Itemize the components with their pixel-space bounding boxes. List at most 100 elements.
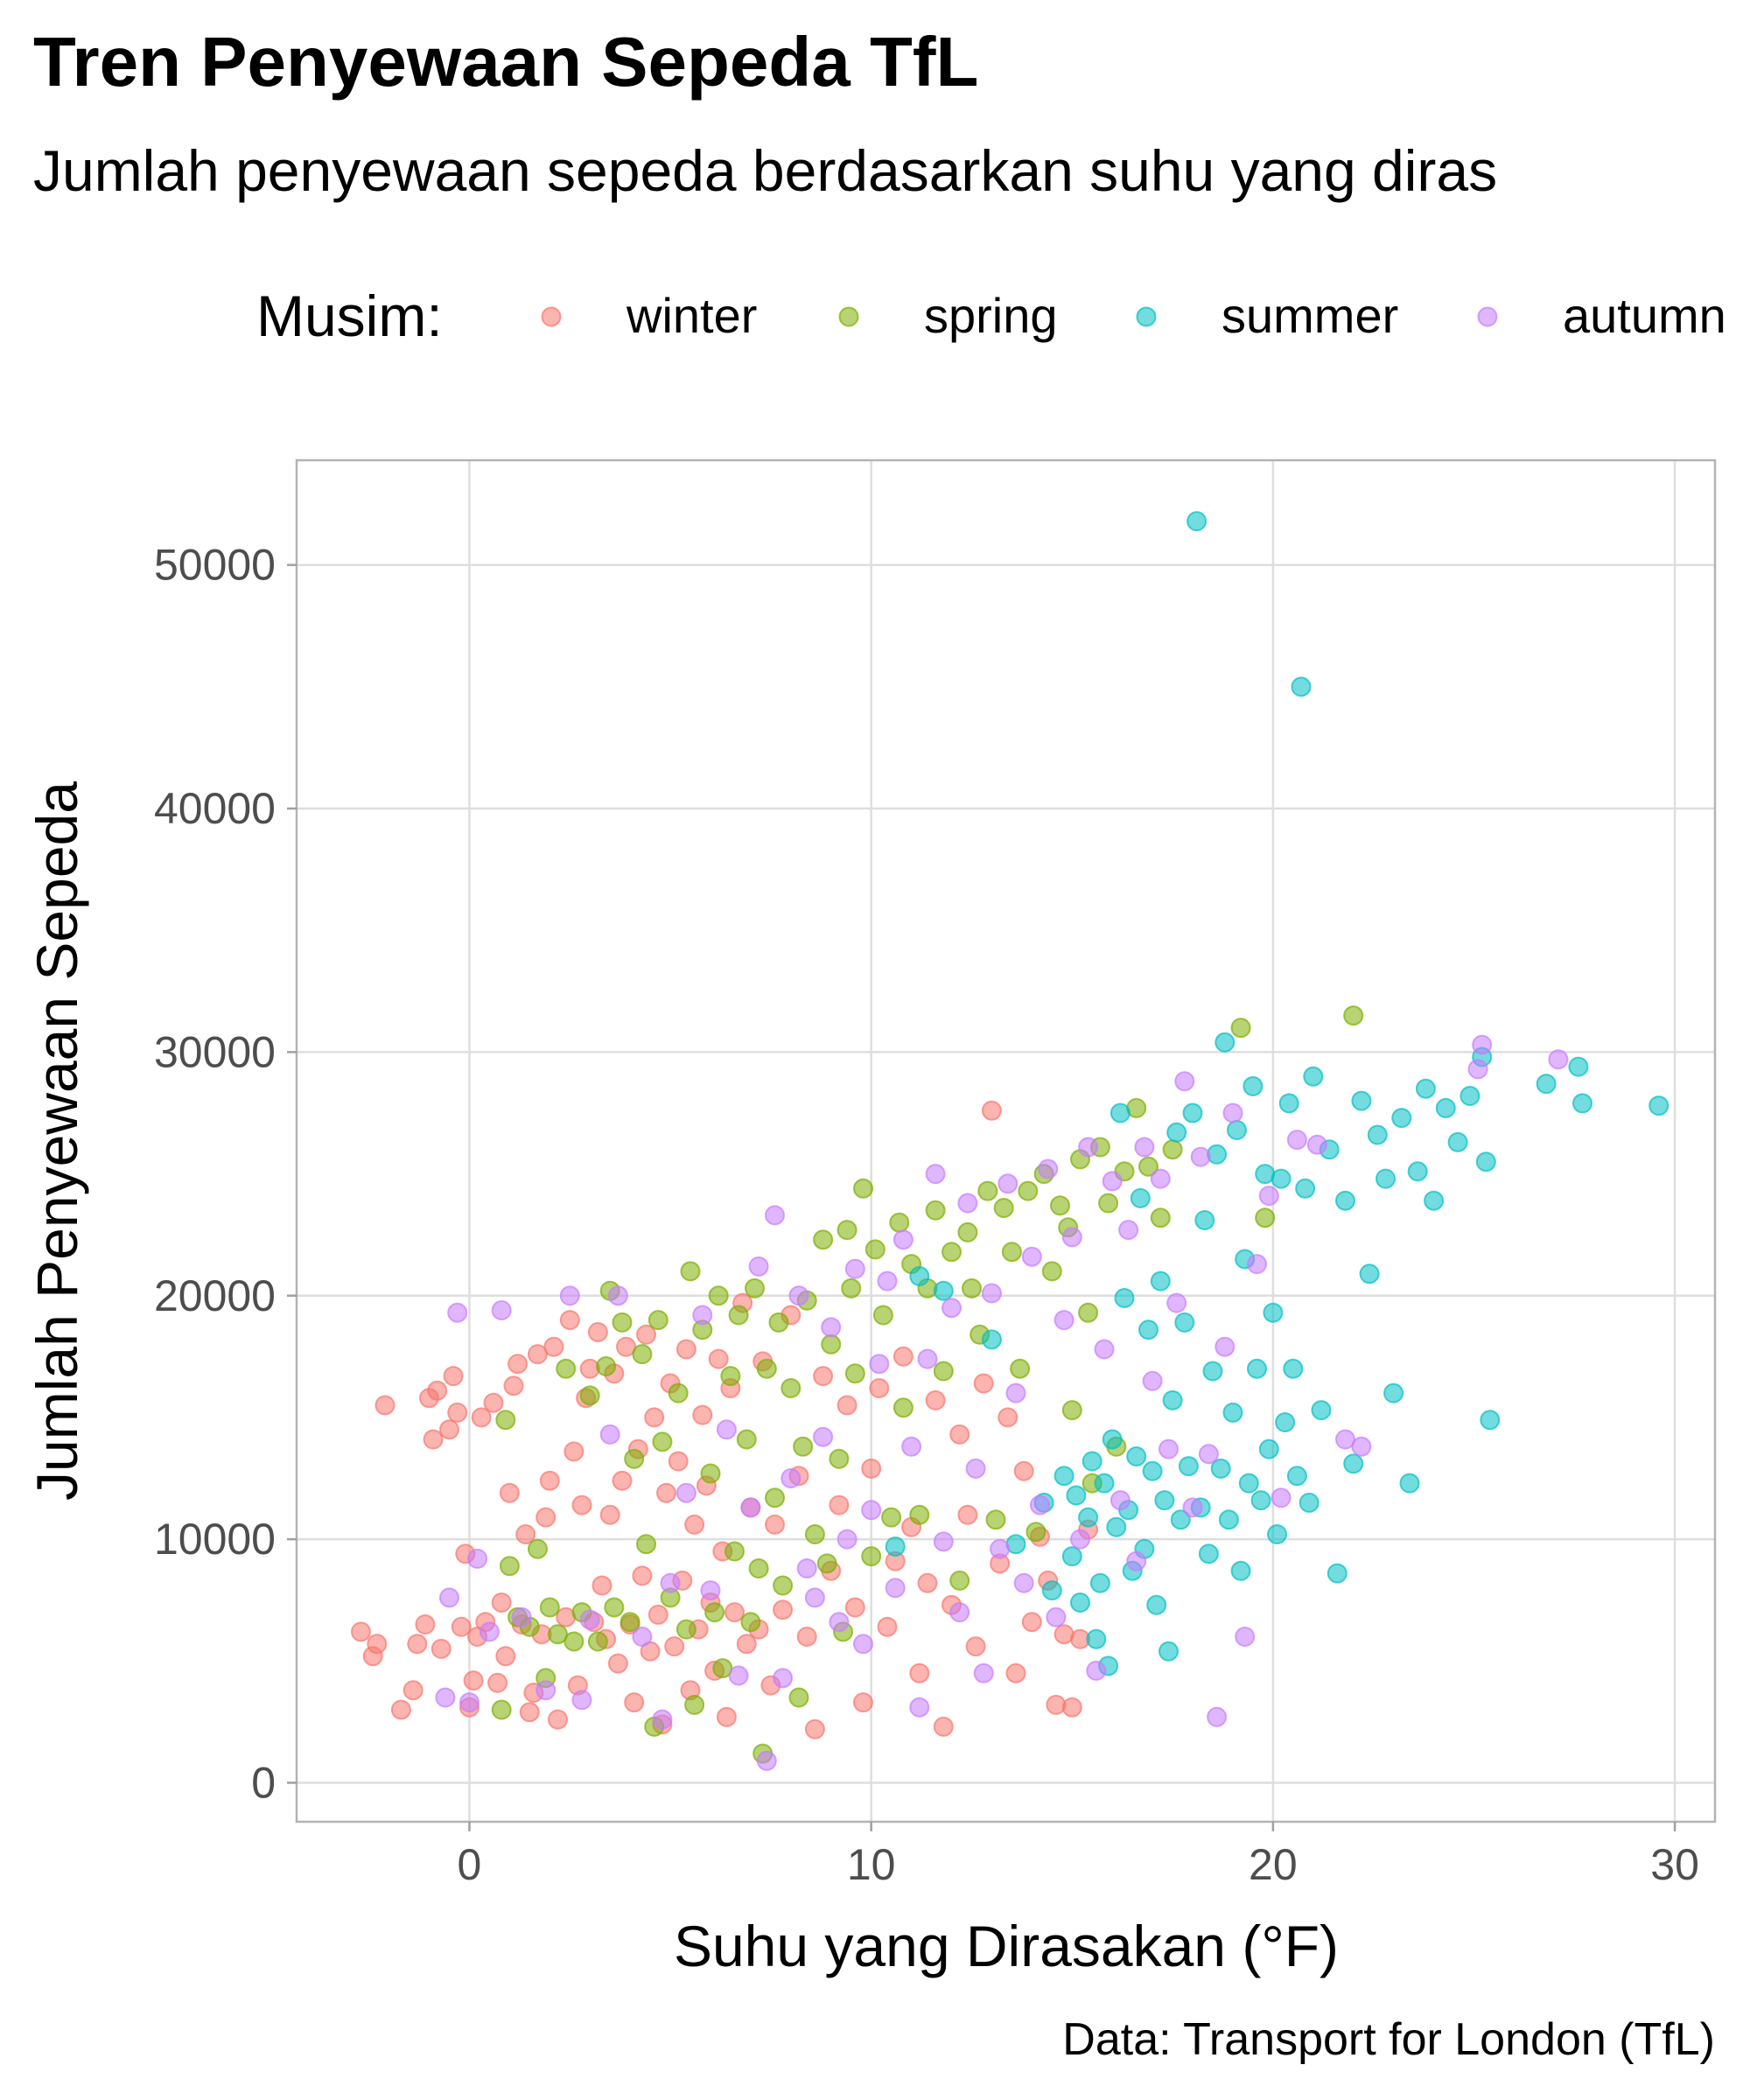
data-point-autumn: [990, 1538, 1011, 1559]
data-point-spring: [720, 1366, 741, 1387]
data-point-summer: [1110, 1102, 1130, 1124]
x-axis-ticks: 0 10 20 30: [458, 1822, 1699, 1889]
data-point-summer: [1238, 1473, 1259, 1494]
data-point-spring: [836, 1220, 858, 1241]
data-point-winter: [423, 1429, 444, 1450]
data-point-autumn: [804, 1587, 825, 1608]
data-point-summer: [1070, 1592, 1090, 1613]
data-point-summer: [1146, 1594, 1167, 1615]
data-point-summer: [1061, 1546, 1082, 1567]
data-point-summer: [1648, 1096, 1670, 1116]
data-point-summer: [1250, 1490, 1271, 1511]
data-point-autumn: [728, 1665, 749, 1686]
data-point-autumn: [459, 1692, 480, 1713]
data-point-autumn: [869, 1354, 890, 1375]
data-point-autumn: [796, 1558, 817, 1578]
data-point-winter: [607, 1653, 628, 1674]
data-point-autumn: [1235, 1627, 1256, 1647]
data-point-spring: [872, 1305, 893, 1326]
data-point-winter: [676, 1339, 696, 1360]
data-point-summer: [1326, 1563, 1348, 1584]
data-point-summer: [1263, 1302, 1284, 1323]
data-point-summer: [1126, 1446, 1147, 1466]
data-point-summer: [1078, 1507, 1099, 1528]
data-point-winter: [917, 1572, 938, 1593]
data-point-autumn: [571, 1690, 592, 1711]
data-point-summer: [1150, 1270, 1171, 1292]
data-point-winter: [508, 1354, 528, 1375]
data-point-winter: [548, 1709, 568, 1730]
data-point-summer: [1447, 1131, 1468, 1152]
data-point-summer: [1391, 1108, 1412, 1129]
data-point-autumn: [700, 1580, 721, 1601]
data-point-winter: [1005, 1662, 1026, 1684]
data-point-winter: [592, 1575, 612, 1596]
data-point-spring: [1255, 1208, 1276, 1228]
data-point-autumn: [925, 1164, 946, 1185]
data-point-summer: [1186, 511, 1208, 532]
data-point-autumn: [1078, 1137, 1099, 1158]
data-point-autumn: [885, 1578, 906, 1599]
data-point-summer: [1286, 1466, 1307, 1487]
data-point-summer: [1291, 676, 1312, 697]
legend-item-spring: spring: [838, 288, 1058, 343]
data-point-summer: [1351, 1090, 1372, 1111]
data-point-spring: [1098, 1193, 1119, 1214]
data-point-summer: [1399, 1473, 1420, 1494]
data-point-winter: [587, 1322, 608, 1342]
data-points: [351, 511, 1670, 1771]
data-point-winter: [836, 1395, 858, 1416]
data-point-spring: [962, 1278, 982, 1298]
y-axis-title: Jumlah Penyewaan Sepeda: [24, 781, 89, 1501]
data-point-spring: [1150, 1208, 1171, 1228]
data-point-autumn: [692, 1305, 713, 1326]
data-point-autumn: [981, 1283, 1002, 1304]
data-point-autumn: [716, 1419, 737, 1440]
data-point-winter: [765, 1514, 785, 1535]
data-point-spring: [648, 1310, 668, 1331]
data-point-summer: [1194, 1210, 1215, 1230]
data-point-autumn: [599, 1424, 620, 1445]
data-point-winter: [981, 1100, 1002, 1121]
data-point-autumn: [933, 1531, 954, 1552]
data-point-autumn: [1142, 1370, 1163, 1391]
data-point-autumn: [1467, 1059, 1488, 1080]
y-tick-label: 10000: [154, 1515, 276, 1564]
data-point-winter: [877, 1616, 898, 1637]
legend-key-winter: [541, 306, 562, 327]
legend: Musim: winter spring summer autumn: [256, 284, 1726, 348]
data-point-spring: [528, 1538, 548, 1559]
data-point-winter: [367, 1634, 388, 1655]
data-point-winter: [515, 1524, 536, 1544]
data-point-winter: [957, 1504, 978, 1525]
data-point-winter: [439, 1419, 459, 1440]
data-point-autumn: [1174, 1071, 1195, 1092]
data-point-summer: [1568, 1056, 1589, 1077]
data-point-autumn: [559, 1285, 580, 1306]
data-point-winter: [612, 1470, 633, 1491]
data-point-spring: [816, 1553, 837, 1574]
data-point-autumn: [901, 1436, 922, 1457]
data-point-winter: [692, 1404, 713, 1425]
series-winter: [351, 1100, 1099, 1740]
data-point-autumn: [439, 1587, 459, 1608]
data-point-winter: [644, 1407, 665, 1428]
data-point-winter: [998, 1407, 1018, 1428]
data-point-summer: [1214, 1032, 1236, 1053]
data-point-spring: [864, 1239, 886, 1260]
data-point-winter: [624, 1692, 645, 1713]
legend-label-summer: summer: [1222, 288, 1398, 343]
data-point-spring: [1026, 1522, 1046, 1543]
y-axis-ticks: 0 10000 20000 30000 40000 50000: [154, 541, 297, 1807]
data-point-spring: [925, 1200, 946, 1221]
legend-item-winter: winter: [541, 288, 757, 343]
data-point-spring: [993, 1198, 1014, 1218]
data-point-spring: [957, 1222, 978, 1242]
data-point-winter: [909, 1662, 930, 1684]
data-point-autumn: [788, 1285, 809, 1306]
data-point-spring: [773, 1575, 794, 1596]
data-point-summer: [1094, 1473, 1115, 1494]
data-point-autumn: [773, 1668, 794, 1689]
data-point-spring: [596, 1356, 617, 1376]
data-point-autumn: [844, 1258, 865, 1279]
